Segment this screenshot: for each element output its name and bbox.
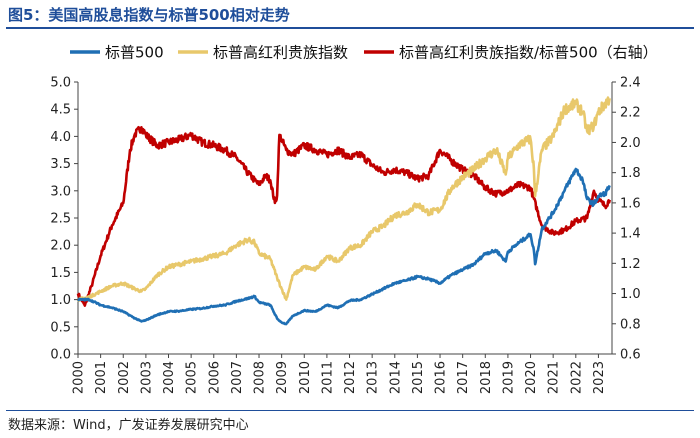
y-right-tick-label: 1.4	[620, 227, 641, 242]
bottom-rule	[6, 410, 694, 411]
source-note: 数据来源：Wind，广发证券发展研究中心	[8, 418, 249, 433]
y-right-tick-label: 1.2	[620, 257, 641, 272]
x-tick-label: 2007	[230, 361, 245, 394]
y-right-tick-label: 0.8	[620, 317, 641, 332]
x-tick-label: 2010	[298, 361, 313, 394]
legend-item-sp500-label: 标普500	[105, 44, 164, 62]
series-group	[76, 96, 611, 326]
y-left-tick-label: 0.5	[50, 320, 71, 335]
y-left-tick-label: 2.5	[50, 212, 71, 227]
series-line-sp500	[77, 167, 611, 326]
x-tick-label: 2022	[569, 361, 584, 394]
x-tick-label: 2020	[524, 361, 539, 394]
x-tick-label: 2000	[72, 361, 87, 394]
y-left-tick-label: 5.0	[50, 76, 71, 91]
x-tick-label: 2005	[185, 361, 200, 394]
x-tick-label: 2023	[592, 361, 607, 394]
y-right-tick-label: 1.8	[620, 166, 641, 181]
y-right-tick-label: 2.0	[620, 136, 641, 151]
x-tick-label: 2015	[411, 361, 426, 394]
x-tick-label: 2011	[320, 361, 335, 394]
y-left-tick-label: 4.5	[50, 103, 71, 118]
legend-item-ratio-label: 标普高红利贵族指数/标普500（右轴）	[399, 44, 658, 62]
y-left-tick-label: 1.0	[50, 293, 71, 308]
y-left-tick-label: 1.5	[50, 266, 71, 281]
figure-title: 图5：美国高股息指数与标普500相对走势	[8, 6, 290, 24]
series-line-high-dividend	[76, 96, 611, 303]
series-line-ratio	[76, 126, 611, 307]
y-right-tick-label: 0.6	[620, 348, 641, 363]
title-rule	[6, 27, 694, 29]
axes: 0.0 0.5 1.0 1.5 2.0 2.5 3.0 3.5 4.0 4.5 5.0 0.6 0.8 1…	[50, 76, 640, 395]
x-tick-label: 2018	[479, 361, 494, 394]
y-right-tick-label: 2.4	[620, 76, 641, 91]
y-left-tick-label: 4.0	[50, 130, 71, 145]
x-tick-label: 2019	[501, 361, 516, 394]
x-tick-label: 2003	[139, 361, 154, 394]
x-tick-label: 2014	[388, 361, 403, 394]
y-right-tick-label: 1.6	[620, 196, 641, 211]
x-tick-label: 2016	[434, 361, 449, 394]
legend-item-high-dividend-label: 标普高红利贵族指数	[213, 44, 348, 62]
y-left-tick-label: 2.0	[50, 239, 71, 254]
x-tick-label: 2008	[253, 361, 268, 394]
y-left-tick-label: 3.5	[50, 157, 71, 172]
x-tick-label: 2013	[366, 361, 381, 394]
y-left-tick-label: 3.0	[50, 184, 71, 199]
y-right-tick-label: 1.0	[620, 287, 641, 302]
y-right-tick-label: 2.2	[620, 106, 641, 121]
x-tick-label: 2021	[547, 361, 562, 394]
x-tick-label: 2006	[207, 361, 222, 394]
legend: 标普500 标普高红利贵族指数 标普高红利贵族指数/标普500（右轴）	[70, 44, 658, 62]
x-tick-label: 2001	[94, 361, 109, 394]
x-tick-label: 2004	[162, 361, 177, 394]
x-tick-label: 2012	[343, 361, 358, 394]
x-tick-label: 2009	[275, 361, 290, 394]
x-tick-label: 2017	[456, 361, 471, 394]
x-tick-label: 2002	[117, 361, 132, 394]
y-left-tick-label: 0.0	[50, 348, 71, 363]
